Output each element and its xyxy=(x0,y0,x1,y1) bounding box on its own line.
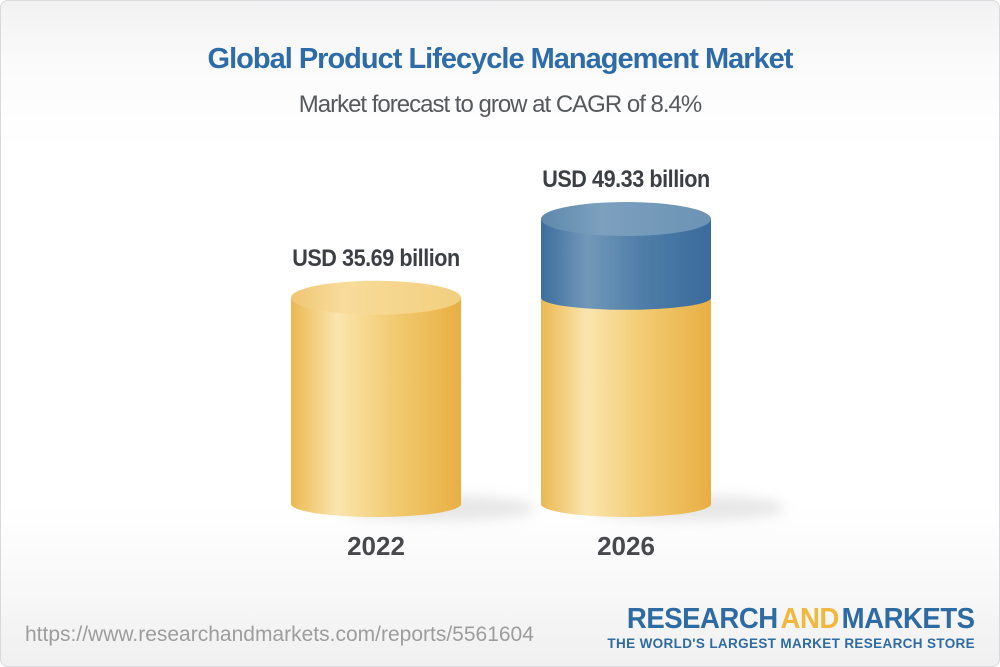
bar-2022-body xyxy=(291,297,461,517)
value-label-2026: USD 49.33 billion xyxy=(542,166,710,193)
bar-2022-top xyxy=(291,280,461,315)
category-label-2026: 2026 xyxy=(597,531,655,561)
logo-word-markets: MARKETS xyxy=(842,603,975,635)
logo-word-and: AND xyxy=(780,603,840,635)
category-label-2022: 2022 xyxy=(347,531,405,561)
bar-2026-top xyxy=(541,202,711,236)
page-subtitle: Market forecast to grow at CAGR of 8.4% xyxy=(298,91,703,118)
brand-tagline: THE WORLD'S LARGEST MARKET RESEARCH STOR… xyxy=(607,636,975,651)
source-url: https://www.researchandmarkets.com/repor… xyxy=(25,623,534,646)
page-title: Global Product Lifecycle Management Mark… xyxy=(207,43,794,75)
bar-2026-body-base xyxy=(541,297,711,517)
bar-2026-body-growth xyxy=(541,219,711,310)
logo-word-research: RESEARCH xyxy=(627,603,779,635)
brand-wordmark: RESEARCHANDMARKETS xyxy=(626,605,975,634)
brand-logo: RESEARCHANDMARKETS THE WORLD'S LARGEST M… xyxy=(607,605,975,651)
value-label-2022: USD 35.69 billion xyxy=(292,244,460,272)
